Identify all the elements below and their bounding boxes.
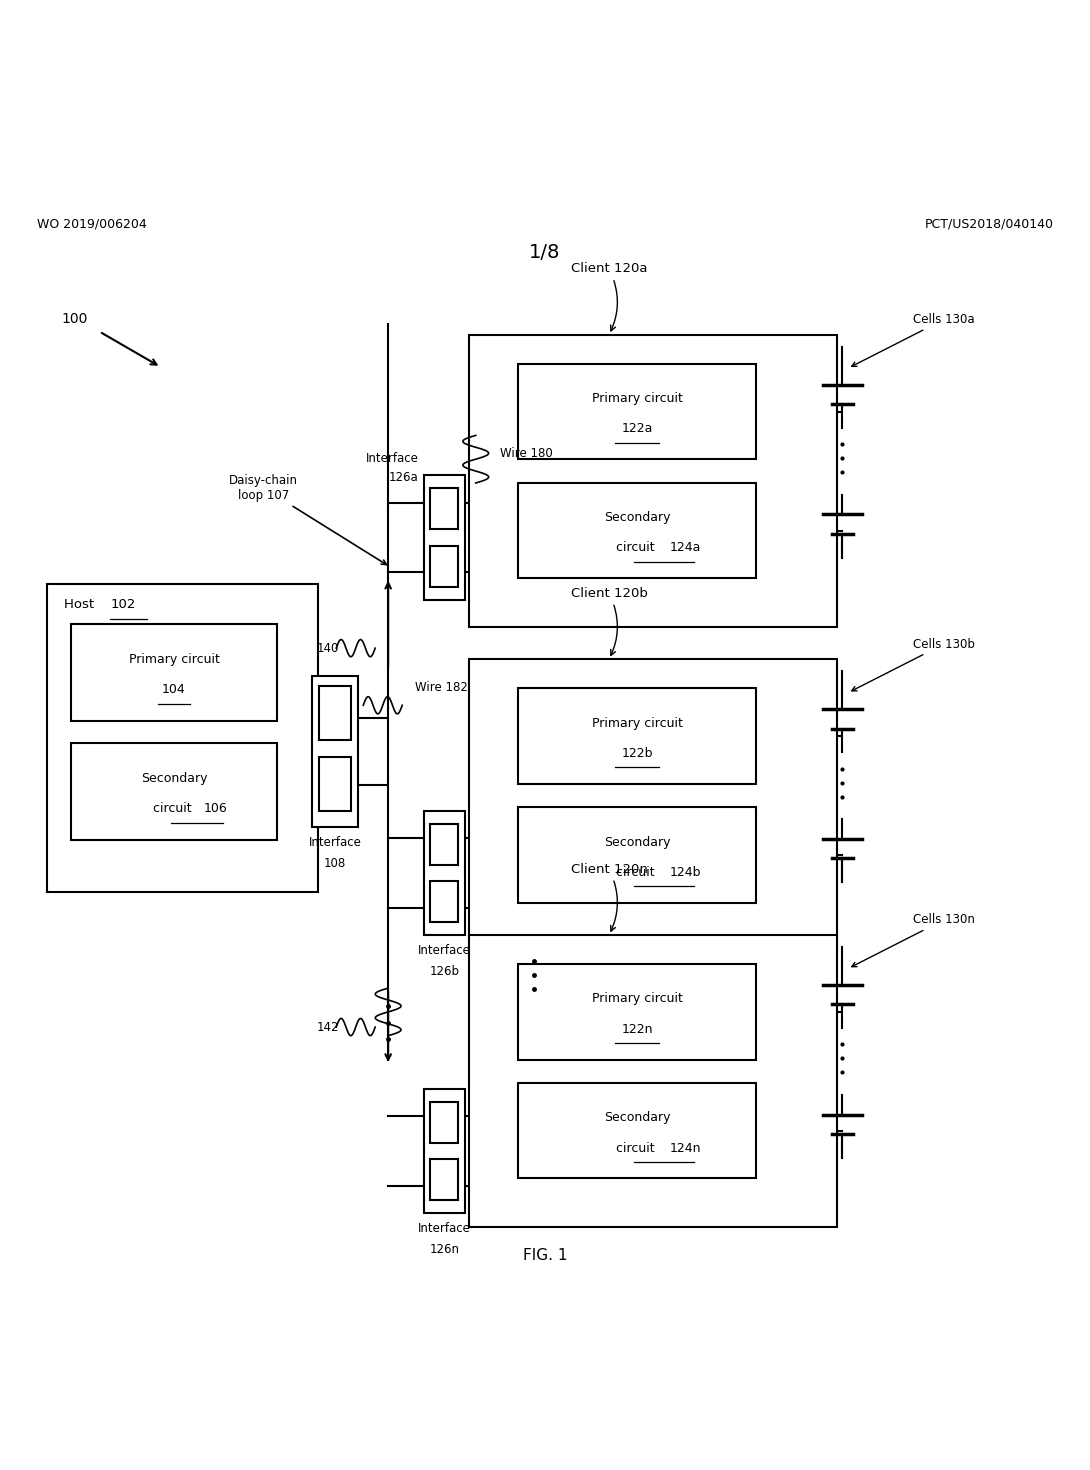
Text: 124n: 124n [669, 1142, 701, 1155]
Text: Interface: Interface [308, 835, 362, 848]
Bar [518, 807, 756, 903]
Bar [518, 365, 756, 459]
Bar [518, 1083, 756, 1179]
Text: 102: 102 [110, 598, 135, 610]
Text: 126b: 126b [429, 966, 459, 979]
Text: Cells 130b: Cells 130b [851, 638, 974, 691]
Bar [424, 1089, 465, 1213]
Bar [431, 1158, 459, 1200]
Text: 122n: 122n [621, 1023, 653, 1036]
Bar [319, 686, 351, 741]
Text: 124a: 124a [669, 541, 701, 554]
Text: Interface: Interface [417, 944, 471, 957]
Bar [431, 545, 459, 587]
Text: Primary circuit: Primary circuit [592, 392, 682, 406]
Text: circuit: circuit [616, 1142, 658, 1155]
Text: 140: 140 [317, 641, 339, 654]
Text: Client 120n: Client 120n [570, 863, 647, 931]
Text: circuit: circuit [153, 803, 195, 814]
Text: FIG. 1: FIG. 1 [523, 1248, 567, 1263]
Bar [518, 484, 756, 578]
Bar [431, 1101, 459, 1142]
Text: 142: 142 [317, 1020, 339, 1033]
Text: Secondary: Secondary [604, 835, 670, 848]
Text: 126a: 126a [389, 470, 419, 484]
Bar [431, 823, 459, 864]
Text: Wire 182: Wire 182 [415, 682, 468, 694]
Bar [424, 811, 465, 935]
Text: 122b: 122b [621, 747, 653, 760]
Bar [424, 475, 465, 600]
Text: circuit: circuit [616, 541, 658, 554]
Text: WO 2019/006204: WO 2019/006204 [37, 218, 146, 231]
Text: Secondary: Secondary [141, 772, 207, 785]
Text: Primary circuit: Primary circuit [592, 992, 682, 1005]
Bar [470, 335, 837, 626]
Text: Secondary: Secondary [604, 512, 670, 525]
Bar [431, 488, 459, 529]
Text: Client 120b: Client 120b [570, 587, 647, 656]
Text: Daisy-chain
loop 107: Daisy-chain loop 107 [229, 475, 386, 564]
Text: Primary circuit: Primary circuit [129, 653, 219, 666]
Text: PCT/US2018/040140: PCT/US2018/040140 [924, 218, 1053, 231]
Text: Cells 130a: Cells 130a [851, 313, 974, 366]
Text: Secondary: Secondary [604, 1111, 670, 1125]
Text: Wire 180: Wire 180 [499, 447, 553, 460]
Text: 104: 104 [162, 684, 186, 697]
Text: Interface: Interface [417, 1222, 471, 1235]
Bar [313, 676, 358, 828]
Text: 108: 108 [324, 857, 347, 870]
Bar [470, 659, 837, 951]
Bar [518, 688, 756, 784]
Bar [71, 623, 277, 720]
Text: Host: Host [63, 598, 98, 610]
Text: circuit: circuit [616, 866, 658, 879]
Text: 126n: 126n [429, 1244, 459, 1257]
Text: Cells 130n: Cells 130n [851, 913, 974, 967]
Bar [71, 742, 277, 839]
Bar [470, 935, 837, 1227]
Text: 106: 106 [203, 803, 227, 814]
Text: 122a: 122a [621, 422, 653, 435]
Bar [48, 584, 318, 892]
Text: Primary circuit: Primary circuit [592, 716, 682, 729]
Text: Client 120a: Client 120a [571, 262, 647, 331]
Text: 124b: 124b [669, 866, 701, 879]
Bar [319, 757, 351, 811]
Bar [431, 881, 459, 922]
Text: 100: 100 [61, 312, 87, 325]
Bar [518, 964, 756, 1060]
Text: 1/8: 1/8 [530, 243, 560, 262]
Text: Interface: Interface [365, 451, 419, 465]
